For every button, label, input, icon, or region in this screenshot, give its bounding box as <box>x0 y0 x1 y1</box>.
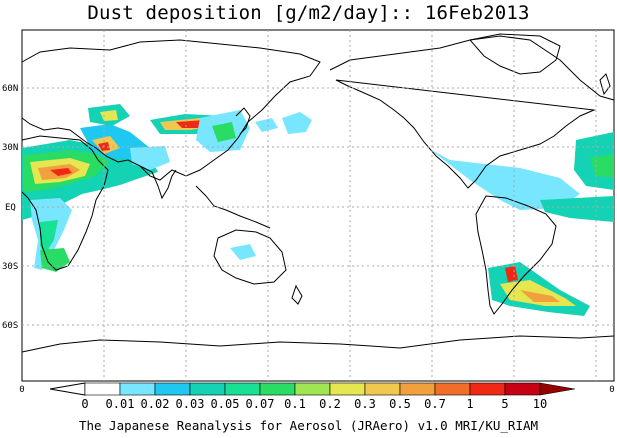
colorbar-label-2: 0.01 <box>106 397 135 411</box>
colorbar-label-14: 10 <box>533 397 547 411</box>
dust-field-pacific-2 <box>255 118 278 132</box>
colorbar-box-8 <box>329 382 366 396</box>
dust-field-east-asia-inner <box>212 122 236 142</box>
colorbar-label-12: 1 <box>466 397 473 411</box>
colorbar-box-4 <box>189 382 226 396</box>
colorbar-label-10: 0.5 <box>389 397 411 411</box>
graticule <box>22 30 614 381</box>
colorbar-edge-left: 0 <box>19 385 24 395</box>
dust-field-central-africa-inner <box>40 220 58 256</box>
coastline-japan <box>235 107 251 135</box>
coastline-india <box>139 165 177 200</box>
colorbar-left-arrow <box>49 382 86 396</box>
colorbar-label-3: 0.02 <box>141 397 170 411</box>
dust-field-central-america <box>428 148 580 210</box>
coastlines <box>21 33 615 353</box>
dust-field-central-asia-inner <box>100 110 118 121</box>
dust-field-australia <box>230 244 256 260</box>
colorbar-box-12 <box>469 382 506 396</box>
coastline-africa <box>21 135 109 271</box>
footer-credit: The Japanese Reanalysis for Aerosol (JRA… <box>78 418 539 433</box>
colorbar-box-5 <box>224 382 261 396</box>
coastline-greenland <box>469 33 561 75</box>
dust-field-patagonia-orange <box>520 290 560 302</box>
colorbar-box-13 <box>504 382 541 396</box>
dust-field-pacific-1 <box>282 112 312 134</box>
coastline-eurasia <box>21 39 321 181</box>
colorbar-label-11: 0.7 <box>424 397 446 411</box>
colorbar-box-7 <box>294 382 331 396</box>
colorbar-label-8: 0.2 <box>319 397 341 411</box>
lat-label-60n: 60N <box>2 84 18 94</box>
colorbar-box-2 <box>119 382 156 396</box>
colorbar-label-9: 0.3 <box>354 397 376 411</box>
colorbar-label-5: 0.05 <box>211 397 240 411</box>
lat-label-eq: EQ <box>5 203 16 213</box>
colorbar-edge-right: 0 <box>609 385 614 395</box>
lat-label-30s: 30S <box>2 262 18 272</box>
coastline-australia <box>213 229 287 285</box>
coastline-north-america <box>329 35 615 189</box>
dust-field-patagonia-mid <box>500 280 576 306</box>
coastline-antarctica <box>21 335 615 353</box>
colorbar-label-4: 0.03 <box>176 397 205 411</box>
colorbar-label-1: 0 <box>81 397 88 411</box>
dust-fields <box>22 104 614 316</box>
coastline-sea <box>195 185 271 229</box>
latitude-labels: 60N 30N EQ 30S 60S <box>2 84 18 331</box>
lat-label-60s: 60S <box>2 321 18 331</box>
map-title: Dust deposition [g/m2/day]:: 16Feb2013 <box>87 2 530 24</box>
coastline-south-america <box>475 195 557 315</box>
colorbar-box-9 <box>364 382 401 396</box>
dust-field-africa-red <box>50 168 72 176</box>
colorbar-label-7: 0.1 <box>284 397 306 411</box>
lat-label-30n: 30N <box>2 143 18 153</box>
dust-field-gobi-core <box>176 120 206 128</box>
colorbar-right-arrow <box>539 382 576 396</box>
colorbar-label-6: 0.07 <box>246 397 275 411</box>
coastline-uk <box>599 73 611 96</box>
colorbar-box-10 <box>399 382 436 396</box>
colorbar-label-13: 5 <box>501 397 508 411</box>
dust-field-patagonia-core <box>505 266 518 282</box>
colorbar-box-6 <box>259 382 296 396</box>
coastline-new-zealand <box>291 284 303 305</box>
dust-field-india <box>130 146 170 170</box>
colorbar-box-1 <box>84 382 121 396</box>
colorbar-box-3 <box>154 382 191 396</box>
colorbar: 0 0.01 0.02 0.03 0.05 0.07 0.1 0.2 0.3 0… <box>19 382 615 411</box>
colorbar-box-11 <box>434 382 471 396</box>
